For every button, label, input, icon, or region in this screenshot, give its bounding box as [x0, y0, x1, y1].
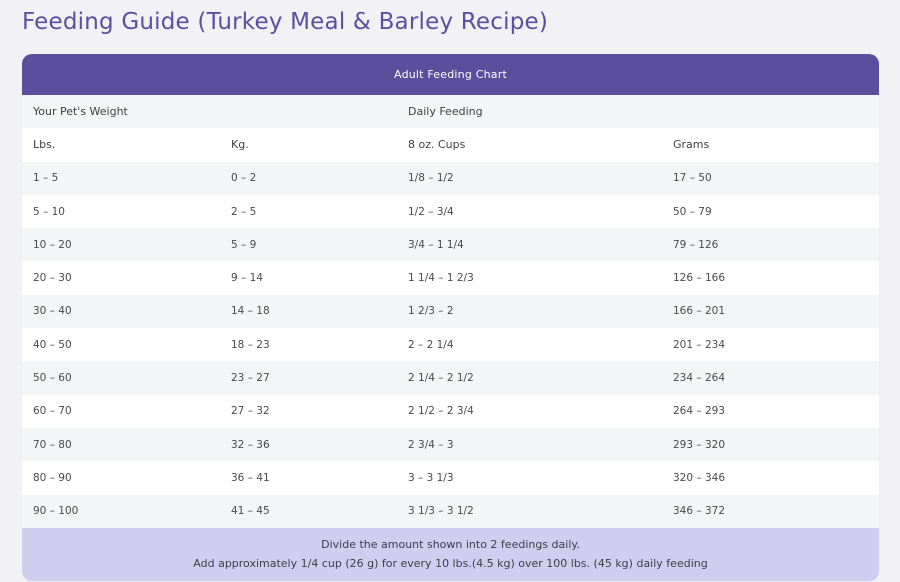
table-row: 80 – 90 36 – 41 3 – 3 1/3 320 – 346 — [22, 461, 879, 495]
cell-grams: 166 – 201 — [662, 294, 879, 329]
column-header-grams: Grams — [662, 128, 879, 162]
table-row: 70 – 80 32 – 36 2 3/4 – 3 293 – 320 — [22, 427, 879, 462]
column-header-lbs: Lbs. — [22, 128, 220, 162]
cell-cups: 3 – 3 1/3 — [397, 461, 662, 495]
column-header-row: Lbs. Kg. 8 oz. Cups Grams — [22, 128, 879, 162]
cell-cups: 2 1/2 – 2 3/4 — [397, 394, 662, 428]
cell-lbs: 80 – 90 — [22, 461, 220, 495]
table-row: 30 – 40 14 – 18 1 2/3 – 2 166 – 201 — [22, 294, 879, 329]
cell-cups: 2 3/4 – 3 — [397, 427, 662, 462]
cell-kg: 23 – 27 — [220, 361, 397, 395]
table-row: 90 – 100 41 – 45 3 1/3 – 3 1/2 346 – 372 — [22, 494, 879, 528]
cell-cups: 1 2/3 – 2 — [397, 294, 662, 329]
cell-grams: 201 – 234 — [662, 328, 879, 362]
cell-kg: 2 – 5 — [220, 194, 397, 229]
cell-cups: 1/2 – 3/4 — [397, 194, 662, 229]
cell-grams: 320 – 346 — [662, 461, 879, 495]
table-row: 10 – 20 5 – 9 3/4 – 1 1/4 79 – 126 — [22, 228, 879, 262]
feeding-note-extra: Add approximately 1/4 cup (26 g) for eve… — [193, 556, 708, 570]
cell-lbs: 10 – 20 — [22, 228, 220, 262]
cell-cups: 1 1/4 – 1 2/3 — [397, 261, 662, 295]
cell-lbs: 90 – 100 — [22, 494, 220, 528]
chart-title: Adult Feeding Chart — [22, 54, 879, 95]
cell-grams: 346 – 372 — [662, 494, 879, 528]
group-header-feeding: Daily Feeding — [397, 95, 879, 129]
cell-kg: 9 – 14 — [220, 261, 397, 295]
cell-grams: 79 – 126 — [662, 228, 879, 262]
column-header-kg: Kg. — [220, 128, 397, 162]
cell-kg: 14 – 18 — [220, 294, 397, 329]
table-row: 5 – 10 2 – 5 1/2 – 3/4 50 – 79 — [22, 194, 879, 229]
cell-lbs: 1 – 5 — [22, 161, 220, 195]
table-row: 20 – 30 9 – 14 1 1/4 – 1 2/3 126 – 166 — [22, 261, 879, 295]
cell-lbs: 70 – 80 — [22, 427, 220, 462]
cell-cups: 2 – 2 1/4 — [397, 328, 662, 362]
cell-lbs: 20 – 30 — [22, 261, 220, 295]
cell-cups: 1/8 – 1/2 — [397, 161, 662, 195]
group-header-row: Your Pet's Weight Daily Feeding — [22, 95, 879, 129]
page-title: Feeding Guide (Turkey Meal & Barley Reci… — [22, 9, 549, 35]
cell-lbs: 60 – 70 — [22, 394, 220, 428]
feeding-notes: Divide the amount shown into 2 feedings … — [22, 527, 879, 581]
cell-lbs: 40 – 50 — [22, 328, 220, 362]
cell-cups: 3/4 – 1 1/4 — [397, 228, 662, 262]
feeding-note-divide: Divide the amount shown into 2 feedings … — [321, 537, 580, 551]
cell-kg: 32 – 36 — [220, 427, 397, 462]
table-row: 60 – 70 27 – 32 2 1/2 – 2 3/4 264 – 293 — [22, 394, 879, 428]
cell-grams: 264 – 293 — [662, 394, 879, 428]
cell-grams: 50 – 79 — [662, 194, 879, 229]
cell-kg: 41 – 45 — [220, 494, 397, 528]
column-header-cups: 8 oz. Cups — [397, 128, 662, 162]
group-header-weight: Your Pet's Weight — [22, 95, 397, 129]
cell-grams: 293 – 320 — [662, 427, 879, 462]
table-row: 50 – 60 23 – 27 2 1/4 – 2 1/2 234 – 264 — [22, 361, 879, 395]
cell-lbs: 30 – 40 — [22, 294, 220, 329]
cell-kg: 18 – 23 — [220, 328, 397, 362]
cell-grams: 17 – 50 — [662, 161, 879, 195]
table-row: 40 – 50 18 – 23 2 – 2 1/4 201 – 234 — [22, 328, 879, 362]
cell-lbs: 50 – 60 — [22, 361, 220, 395]
cell-grams: 126 – 166 — [662, 261, 879, 295]
cell-lbs: 5 – 10 — [22, 194, 220, 229]
cell-kg: 5 – 9 — [220, 228, 397, 262]
cell-cups: 3 1/3 – 3 1/2 — [397, 494, 662, 528]
feeding-chart-card: Adult Feeding Chart Your Pet's Weight Da… — [22, 54, 879, 581]
cell-cups: 2 1/4 – 2 1/2 — [397, 361, 662, 395]
feeding-table: Your Pet's Weight Daily Feeding Lbs. Kg.… — [22, 95, 879, 528]
cell-kg: 36 – 41 — [220, 461, 397, 495]
cell-grams: 234 – 264 — [662, 361, 879, 395]
cell-kg: 27 – 32 — [220, 394, 397, 428]
cell-kg: 0 – 2 — [220, 161, 397, 195]
